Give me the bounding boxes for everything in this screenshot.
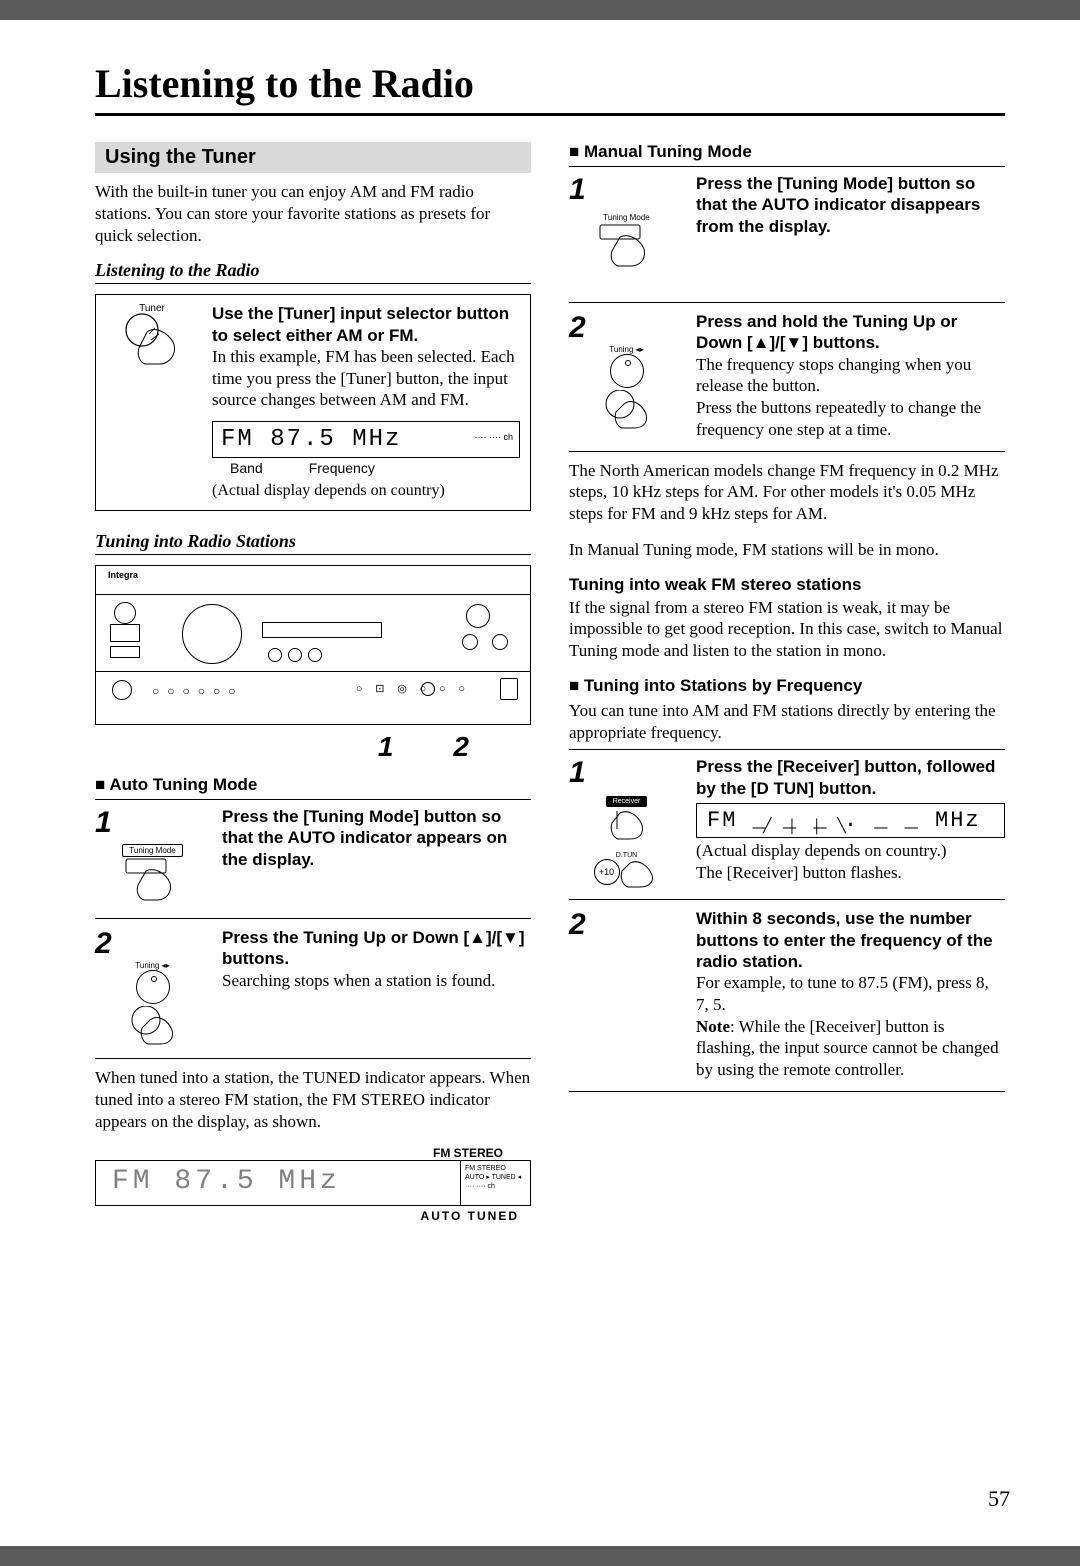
- auto-after-para: When tuned into a station, the TUNED ind…: [95, 1067, 531, 1132]
- manual-step-2: 2 Tuning ◂▸ Press and hold the Tuning Up…: [569, 311, 1005, 452]
- press-hand-icon: [602, 809, 652, 843]
- byfreq-actual-note: (Actual display depends on country.): [696, 840, 1005, 862]
- byfreq-step1-bold: Press the [Receiver] button, followed by…: [696, 756, 1005, 799]
- tuner-step-desc: In this example, FM has been selected. E…: [212, 346, 520, 411]
- fm-stereo-display: FM 87.5 MHz FM STEREO AUTO ▸ TUNED ◂ ···…: [95, 1160, 531, 1206]
- weak-fm-para: If the signal from a stereo FM station i…: [569, 597, 1005, 662]
- receiver-brand-label: Integra: [108, 570, 138, 580]
- auto-tuned-label: AUTO TUNED: [95, 1209, 531, 1223]
- manual-mode-heading: Manual Tuning Mode: [569, 142, 1005, 162]
- byfreq-step2-note: Note: While the [Receiver] button is fla…: [696, 1016, 1005, 1081]
- manual-para2: In Manual Tuning mode, FM stations will …: [569, 539, 1005, 561]
- by-freq-heading: Tuning into Stations by Frequency: [569, 676, 1005, 696]
- pointer-2: 2: [453, 731, 469, 763]
- fm-small-indicators: FM STEREO AUTO ▸ TUNED ◂: [465, 1164, 526, 1182]
- two-column-layout: Using the Tuner With the built-in tuner …: [95, 142, 1005, 1223]
- note-label: Note: [696, 1017, 730, 1036]
- manual-step2-bold: Press and hold the Tuning Up or Down [▲]…: [696, 311, 1005, 354]
- freq-label: Frequency: [309, 460, 375, 476]
- manual-page: Listening to the Radio Using the Tuner W…: [0, 20, 1080, 1546]
- press-hand-icon: [602, 390, 652, 430]
- step-number: 2: [95, 927, 210, 961]
- page-number: 57: [988, 1486, 1010, 1512]
- tuning-mode-button-label: Tuning Mode: [603, 213, 649, 222]
- tuner-selector-box: Tuner Use the [Tuner] input selector but…: [95, 294, 531, 511]
- fm-stereo-label: FM STEREO: [95, 1146, 531, 1160]
- manual-step2-desc2: Press the buttons repeatedly to change t…: [696, 397, 1005, 441]
- step-number: 2: [569, 908, 684, 942]
- auto-step-2: 2 Tuning ◂▸ Press the Tuning Up or Down …: [95, 927, 531, 1059]
- byfreq-step1-desc: The [Receiver] button flashes.: [696, 862, 1005, 884]
- tuner-display: FM 87.5 MHz ···· ···· ch: [212, 421, 520, 458]
- tuning-mode-button-label: Tuning Mode: [122, 844, 182, 857]
- byfreq-step-1: 1 Receiver D.TUN +10: [569, 756, 1005, 900]
- press-hand-icon: [128, 1006, 178, 1046]
- receiver-button-label: Receiver: [606, 796, 648, 807]
- manual-para1: The North American models change FM freq…: [569, 460, 1005, 525]
- tuner-step-bold: Use the [Tuner] input selector button to…: [212, 303, 520, 346]
- freq-entry-display: FM _ _ _ . _ _ MHz ╱ │ │ ╲: [696, 803, 1005, 838]
- weak-fm-heading: Tuning into weak FM stereo stations: [569, 575, 1005, 595]
- tuning-stations-heading: Tuning into Radio Stations: [95, 531, 531, 555]
- pointer-1: 1: [378, 731, 394, 763]
- step-number: 1: [569, 173, 684, 207]
- byfreq-step2-desc: For example, to tune to 87.5 (FM), press…: [696, 972, 1005, 1016]
- press-hand-icon: [616, 859, 660, 889]
- page-title: Listening to the Radio: [95, 60, 1005, 116]
- fm-ch-dots: ···· ···· ch: [465, 1182, 526, 1191]
- manual-step1-text: Press the [Tuning Mode] button so that t…: [696, 173, 1005, 237]
- step-number: 1: [95, 806, 210, 840]
- byfreq-step2-bold: Within 8 seconds, use the number buttons…: [696, 908, 1005, 972]
- press-hand-icon: [118, 857, 188, 903]
- auto-step1-text: Press the [Tuning Mode] button so that t…: [222, 806, 531, 870]
- auto-mode-heading: Auto Tuning Mode: [95, 775, 531, 795]
- note-text: : While the [Receiver] button is flashin…: [696, 1017, 999, 1080]
- listening-heading: Listening to the Radio: [95, 260, 531, 284]
- auto-step-1: 1 Tuning Mode Press the [Tuning Mode] bu…: [95, 806, 531, 919]
- manual-step-1: 1 Tuning Mode Press the [Tuning Mode] bu…: [569, 173, 1005, 303]
- tuner-button-illustration: Tuner: [106, 303, 198, 411]
- fm-stereo-display-wrap: FM STEREO FM 87.5 MHz FM STEREO AUTO ▸ T…: [95, 1146, 531, 1223]
- display-ch: ···· ···· ch: [475, 432, 513, 442]
- left-column: Using the Tuner With the built-in tuner …: [95, 142, 531, 1223]
- press-hand-icon: [117, 312, 187, 372]
- manual-step2-desc1: The frequency stops changing when you re…: [696, 354, 1005, 398]
- actual-display-note: (Actual display depends on country): [212, 482, 520, 500]
- right-column: Manual Tuning Mode 1 Tuning Mode Press t…: [569, 142, 1005, 1223]
- tuning-knob-icon: [136, 970, 170, 1004]
- auto-step2-desc: Searching stops when a station is found.: [222, 970, 531, 992]
- auto-step2-bold: Press the Tuning Up or Down [▲]/[▼] butt…: [222, 927, 531, 970]
- receiver-front-illustration: Integra ○○○○○○ ○ ⊡ ◎ ○ ○ ○: [95, 565, 531, 725]
- band-label: Band: [230, 460, 263, 476]
- using-tuner-para: With the built-in tuner you can enjoy AM…: [95, 181, 531, 246]
- fm-indicator-box: FM STEREO AUTO ▸ TUNED ◂ ···· ···· ch: [460, 1161, 530, 1205]
- receiver-pointer-numbers: 1 2: [95, 731, 531, 763]
- tuning-knob-icon: [610, 354, 644, 388]
- tuning-button-label: Tuning: [609, 345, 633, 354]
- by-freq-intro: You can tune into AM and FM stations dir…: [569, 700, 1005, 744]
- step-number: 1: [569, 756, 684, 790]
- display-text: FM 87.5 MHz: [221, 426, 401, 453]
- press-hand-icon: [592, 223, 662, 269]
- byfreq-step-2: 2 Within 8 seconds, use the number butto…: [569, 908, 1005, 1092]
- tuning-button-label: Tuning: [135, 961, 159, 970]
- using-tuner-heading: Using the Tuner: [95, 142, 531, 173]
- dtun-button-label: D.TUN: [569, 852, 684, 859]
- step-number: 2: [569, 311, 684, 345]
